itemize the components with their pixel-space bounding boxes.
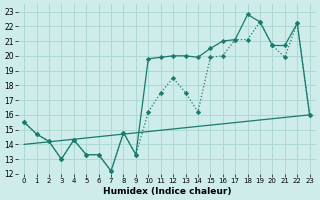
X-axis label: Humidex (Indice chaleur): Humidex (Indice chaleur) — [103, 187, 231, 196]
